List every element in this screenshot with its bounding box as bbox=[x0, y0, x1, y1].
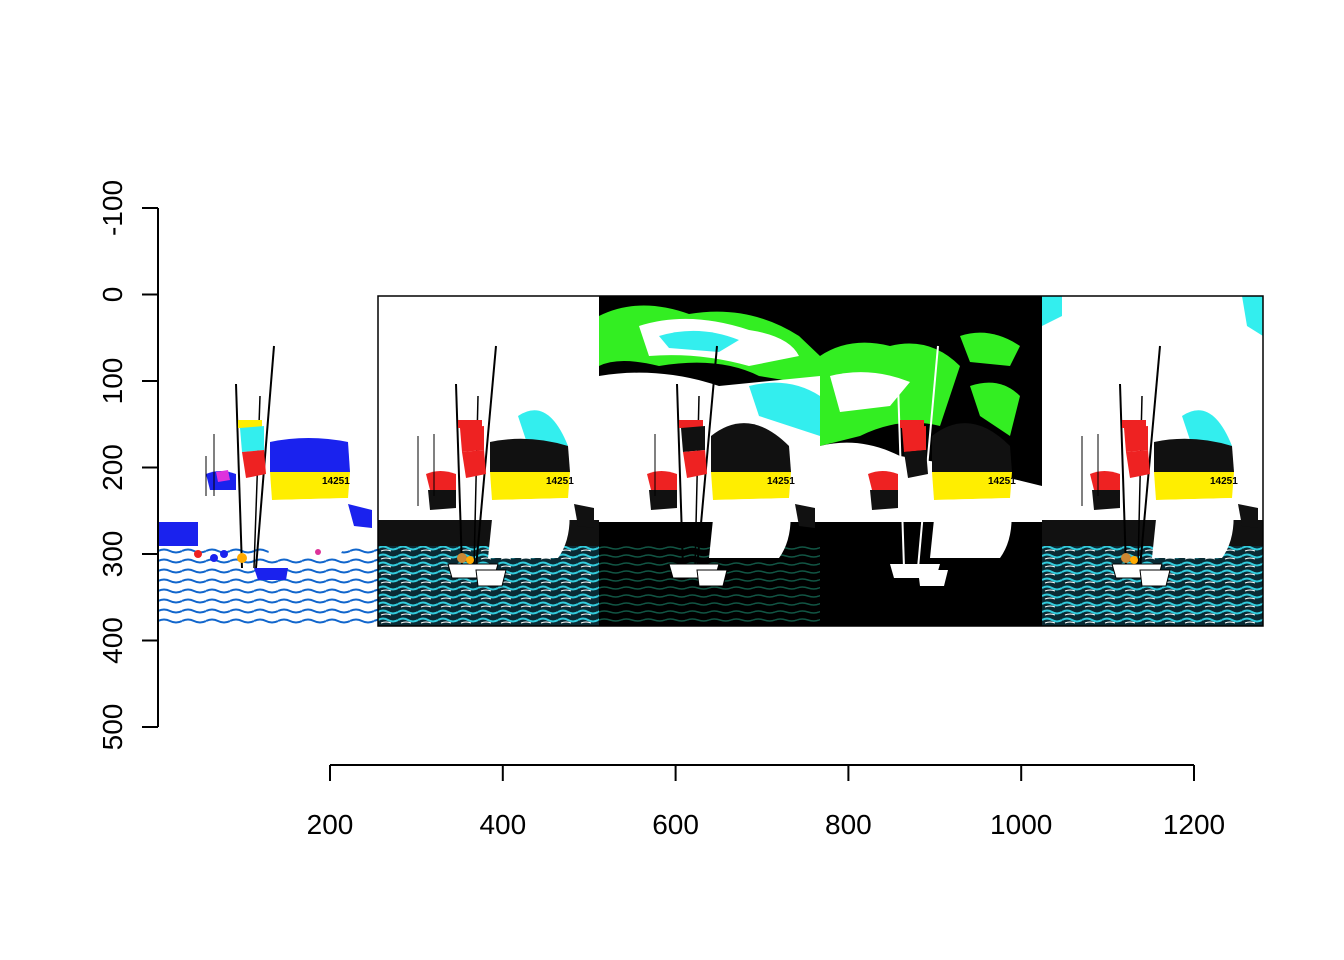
image-panel-1: 14251 bbox=[158, 296, 378, 626]
x-tick-label: 800 bbox=[825, 809, 872, 840]
image-panel-3: 14251 bbox=[599, 296, 820, 626]
panels-frame bbox=[377, 295, 1264, 627]
x-axis: 200 400 600 800 1000 1200 bbox=[307, 764, 1225, 840]
x-tick-label: 1200 bbox=[1163, 809, 1225, 840]
sail-number-1: 14251 bbox=[322, 476, 350, 487]
x-tick-label: 200 bbox=[307, 809, 354, 840]
y-tick-label: 200 bbox=[97, 444, 128, 491]
y-tick-label: 100 bbox=[97, 358, 128, 405]
y-tick-label: 300 bbox=[97, 531, 128, 578]
x-tick-label: 600 bbox=[652, 809, 699, 840]
x-tick-label: 1000 bbox=[990, 809, 1052, 840]
y-tick-label: 400 bbox=[97, 617, 128, 664]
image-panel-4: 14251 bbox=[820, 296, 1042, 626]
image-panel-5: 14251 bbox=[1042, 296, 1263, 626]
sail-number-5: 14251 bbox=[1210, 476, 1238, 487]
sail-number-3: 14251 bbox=[767, 476, 795, 487]
y-axis: -100 0 100 200 300 400 500 bbox=[97, 180, 159, 751]
sail-number-4: 14251 bbox=[988, 476, 1016, 487]
y-tick-label: 0 bbox=[97, 287, 128, 303]
image-panel-2: 14251 bbox=[378, 296, 599, 626]
y-tick-label: 500 bbox=[97, 704, 128, 751]
x-tick-label: 400 bbox=[479, 809, 526, 840]
y-tick-label: -100 bbox=[97, 180, 128, 236]
sail-number-2: 14251 bbox=[546, 476, 574, 487]
